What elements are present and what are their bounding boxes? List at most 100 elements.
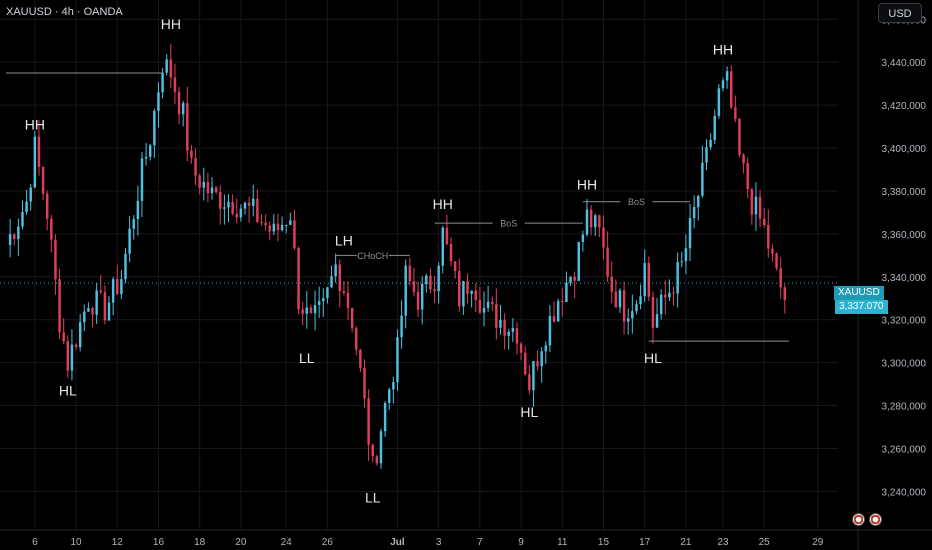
candle-body	[515, 328, 519, 344]
candle-body	[750, 189, 754, 215]
candle-body	[305, 307, 309, 314]
price-tag-symbol: XAUUSD	[834, 286, 884, 300]
candle-body	[153, 110, 156, 146]
candle-body	[626, 318, 630, 322]
candle-body	[280, 224, 284, 231]
candle-body	[742, 154, 745, 164]
candle-body	[519, 343, 523, 353]
candle-body	[301, 309, 304, 314]
candle-body	[161, 72, 164, 93]
flag-icon[interactable]	[852, 513, 865, 526]
candle-body	[66, 341, 70, 371]
y-tick-label: 3,420,000	[882, 101, 927, 112]
candle-body	[284, 224, 288, 226]
candle-body	[78, 322, 82, 348]
candle-body	[503, 319, 506, 336]
candle-body	[495, 304, 498, 328]
candle-body	[507, 331, 510, 336]
candle-body	[643, 263, 646, 297]
flag-icon[interactable]	[869, 513, 882, 526]
pivot-label: HL	[59, 382, 77, 398]
candle-body	[330, 276, 333, 288]
y-tick-label: 3,320,000	[882, 316, 927, 327]
candle-body	[561, 301, 564, 303]
x-tick-label: 15	[598, 537, 610, 548]
candle-body	[264, 222, 267, 226]
y-tick-label: 3,300,000	[882, 359, 927, 370]
candle-body	[602, 227, 605, 248]
candle-body	[491, 301, 494, 305]
level-label: BoS	[500, 219, 517, 229]
candle-body	[272, 223, 276, 232]
candle-body	[206, 181, 210, 194]
candle-body	[235, 214, 238, 218]
candle-body	[21, 211, 24, 227]
candle-body	[429, 275, 432, 290]
candle-body	[499, 319, 502, 328]
candle-body	[379, 431, 383, 464]
candle-body	[717, 88, 721, 116]
candle-body	[165, 59, 168, 73]
pivot-label: LL	[299, 350, 315, 366]
candle-body	[74, 344, 78, 348]
level-label-bg	[620, 195, 653, 207]
candle-body	[771, 248, 774, 254]
level-label-bg	[356, 249, 389, 261]
candle-body	[41, 166, 45, 194]
candle-body	[466, 281, 469, 294]
candle-body	[664, 294, 667, 298]
candle-body	[416, 292, 420, 310]
candle-body	[536, 361, 539, 367]
candle-body	[322, 298, 325, 302]
currency-button[interactable]: USD	[878, 3, 922, 23]
candle-body	[734, 107, 737, 120]
candle-body	[334, 264, 337, 277]
x-tick-label: 23	[717, 537, 729, 548]
candle-body	[589, 209, 593, 228]
level-label-bg	[492, 217, 525, 229]
y-tick-label: 3,440,000	[882, 58, 927, 69]
candle-body	[124, 253, 127, 280]
candle-body	[148, 145, 152, 157]
candle-body	[128, 228, 131, 254]
candle-body	[338, 264, 341, 292]
candle-body	[651, 296, 655, 328]
candle-body	[635, 304, 638, 312]
candle-body	[260, 221, 263, 223]
x-tick-label: Jul	[390, 537, 405, 548]
candle-body	[8, 234, 12, 245]
pivot-label: HL	[644, 350, 662, 366]
candle-body	[107, 302, 111, 321]
candle-body	[120, 279, 123, 295]
y-tick-label: 3,340,000	[882, 273, 927, 284]
current-price-tag: XAUUSD3,337.070	[834, 286, 932, 314]
candle-body	[227, 201, 230, 208]
candle-body	[95, 290, 98, 315]
candle-body	[103, 292, 107, 321]
candle-body	[610, 276, 613, 292]
x-tick-label: 6	[32, 537, 38, 548]
candle-body	[70, 344, 74, 371]
candle-body	[775, 253, 778, 269]
candle-body	[140, 158, 144, 201]
pivot-label: HL	[520, 404, 538, 420]
y-tick-label: 3,400,000	[882, 144, 927, 155]
level-label: CHoCH	[357, 251, 388, 261]
x-tick-label: 20	[235, 537, 247, 548]
candle-body	[725, 71, 729, 81]
candle-body	[779, 268, 782, 288]
candle-body	[313, 304, 317, 314]
candle-body	[219, 191, 222, 209]
candle-body	[157, 92, 160, 111]
candle-body	[214, 187, 218, 192]
candle-body	[668, 292, 671, 298]
pivot-label: HH	[433, 196, 453, 212]
candle-body	[565, 282, 568, 302]
candle-body	[25, 201, 28, 212]
candle-body	[363, 367, 366, 399]
candle-body	[746, 163, 749, 190]
candle-body	[33, 136, 37, 188]
candle-body	[721, 80, 725, 89]
candle-body	[83, 311, 86, 323]
